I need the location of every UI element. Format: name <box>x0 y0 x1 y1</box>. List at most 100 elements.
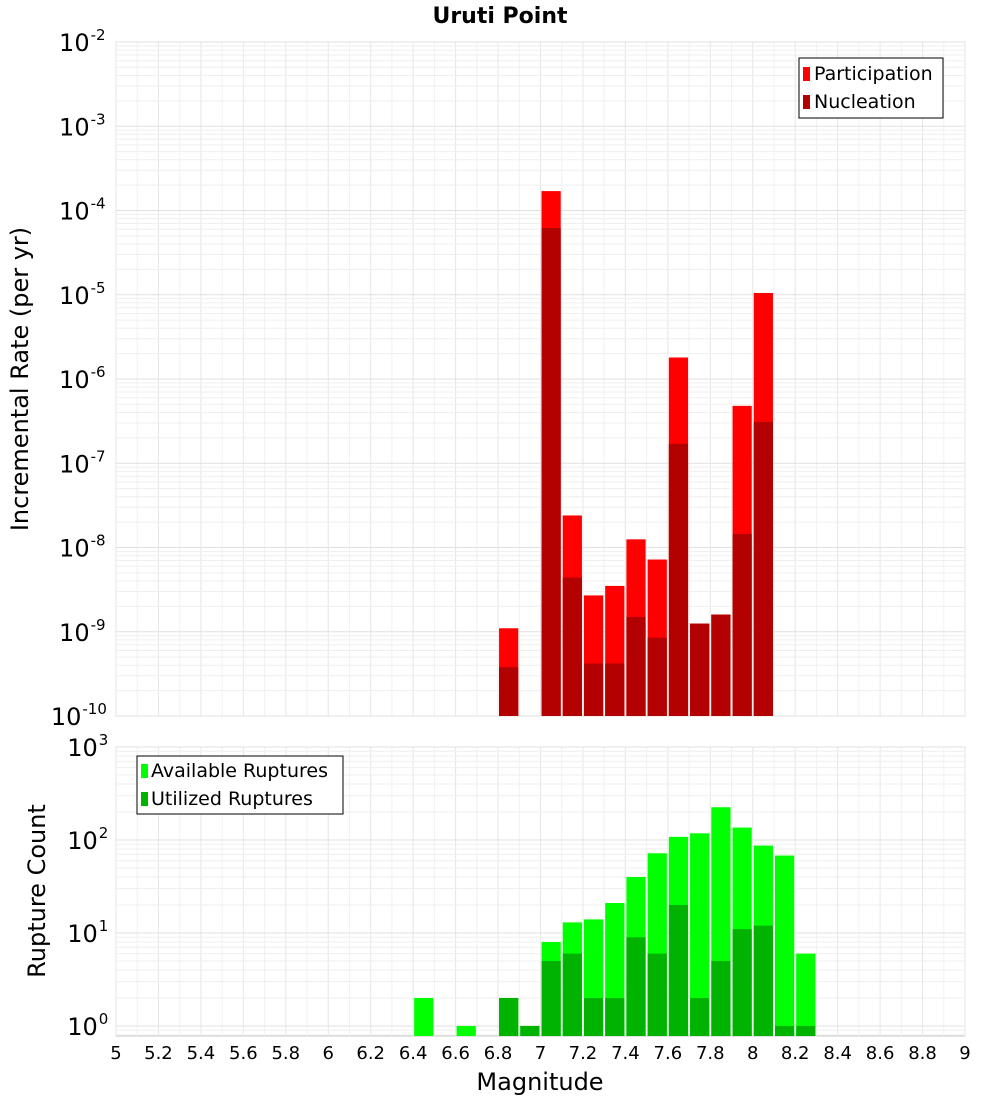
y-tick-base: 10 <box>51 703 82 731</box>
y-tick-label: 10 -9 <box>59 616 106 647</box>
bar-nucleation <box>711 614 731 716</box>
x-ticks: 5 5.2 5.4 5.6 5.8 6 6.2 6.4 6.6 6.8 7 7.2 7.4 7.6 7.8 8… <box>110 1043 970 1064</box>
bar-utilized-ruptures <box>753 925 773 1036</box>
bar-nucleation <box>605 663 625 716</box>
y-tick-exponent: 0 <box>99 1010 109 1028</box>
x-tick-label: 8.4 <box>823 1043 852 1064</box>
legend-label-available-ruptures: Available Ruptures <box>151 760 328 782</box>
legend-label-participation: Participation <box>814 63 933 85</box>
y-tick-base: 10 <box>67 734 98 762</box>
bar-utilized-ruptures <box>796 1025 816 1036</box>
y-tick-base: 10 <box>59 198 90 226</box>
y-tick-label: 10 0 <box>67 1010 108 1041</box>
y-tick-exponent: -3 <box>91 110 106 128</box>
y-tick-base: 10 <box>67 827 98 855</box>
rate-y-axis-label: Incremental Rate (per yr) <box>6 227 34 531</box>
bar-nucleation <box>668 443 689 716</box>
bar-utilized-ruptures <box>711 960 731 1036</box>
y-tick-label: 10 -5 <box>59 279 106 310</box>
x-tick-label: 5.2 <box>144 1043 173 1064</box>
y-tick-base: 10 <box>59 113 90 141</box>
bar-utilized-ruptures <box>668 904 689 1036</box>
x-tick-label: 6.8 <box>484 1043 513 1064</box>
count-grid <box>115 746 966 1036</box>
y-tick-exponent: 3 <box>99 731 109 749</box>
y-tick-label: 10 -3 <box>59 110 106 141</box>
rate-grid <box>115 41 966 717</box>
bar-utilized-ruptures <box>499 997 519 1036</box>
x-tick-label: 6 <box>323 1043 334 1064</box>
x-tick-label: 7 <box>535 1043 546 1064</box>
bar-nucleation <box>583 663 604 716</box>
rate-legend-box <box>798 57 944 119</box>
y-tick-exponent: -7 <box>91 447 106 465</box>
bar-utilized-ruptures <box>583 997 604 1036</box>
bar-utilized-ruptures <box>732 929 752 1036</box>
legend-label-nucleation: Nucleation <box>814 91 916 113</box>
x-tick-label: 5.8 <box>271 1043 300 1064</box>
bar-utilized-ruptures <box>520 1025 540 1036</box>
bar-nucleation <box>541 227 561 716</box>
x-tick-label: 6.2 <box>356 1043 385 1064</box>
y-tick-label: 10 -4 <box>59 195 106 226</box>
bar-utilized-ruptures <box>562 953 582 1036</box>
y-tick-label: 10 -2 <box>59 26 106 57</box>
bar-utilized-ruptures <box>626 937 646 1036</box>
y-tick-base: 10 <box>59 366 90 394</box>
bar-available-ruptures <box>796 953 816 1036</box>
y-tick-label: 10 1 <box>67 917 108 948</box>
y-tick-exponent: 2 <box>99 824 109 842</box>
legend-swatch-utilized-ruptures <box>141 792 148 806</box>
bar-available-ruptures <box>414 997 434 1036</box>
y-tick-label: 10 -7 <box>59 447 106 478</box>
y-tick-exponent: -9 <box>91 616 106 634</box>
bar-nucleation <box>647 637 667 716</box>
x-tick-label: 6.4 <box>399 1043 428 1064</box>
y-tick-label: 10 -10 <box>51 700 107 731</box>
legend-swatch-nucleation <box>803 95 810 109</box>
y-tick-base: 10 <box>67 920 98 948</box>
bar-available-ruptures <box>774 855 795 1036</box>
count-legend-box <box>136 755 344 815</box>
x-tick-label: 5.4 <box>187 1043 216 1064</box>
bar-available-ruptures <box>456 1025 476 1036</box>
bar-utilized-ruptures <box>541 960 561 1036</box>
bar-utilized-ruptures <box>690 997 710 1036</box>
y-tick-label: 10 2 <box>67 824 108 855</box>
y-tick-base: 10 <box>59 29 90 57</box>
bar-available-ruptures <box>690 833 710 1036</box>
y-tick-exponent: -5 <box>91 279 106 297</box>
x-tick-label: 7.6 <box>654 1043 683 1064</box>
y-tick-exponent: -4 <box>91 195 106 213</box>
bar-nucleation <box>499 667 519 716</box>
y-tick-base: 10 <box>59 450 90 478</box>
bar-nucleation <box>562 577 582 716</box>
chart-title: Uruti Point <box>432 4 568 29</box>
legend-swatch-participation <box>803 67 810 81</box>
x-tick-label: 7.4 <box>611 1043 640 1064</box>
x-tick-label: 7.8 <box>696 1043 725 1064</box>
y-tick-exponent: -2 <box>91 26 106 44</box>
bar-utilized-ruptures <box>774 1025 795 1036</box>
count-bars <box>414 807 816 1036</box>
legend-label-utilized-ruptures: Utilized Ruptures <box>151 788 313 810</box>
bar-utilized-ruptures <box>605 997 625 1036</box>
bar-utilized-ruptures <box>647 953 667 1036</box>
bar-nucleation <box>732 533 752 716</box>
bar-nucleation <box>753 421 773 716</box>
bar-nucleation <box>626 616 646 716</box>
x-tick-label: 8 <box>747 1043 758 1064</box>
x-tick-label: 9 <box>959 1043 970 1064</box>
y-tick-label: 10 3 <box>67 731 108 762</box>
y-tick-base: 10 <box>67 1013 98 1041</box>
x-axis-label: Magnitude <box>476 1068 603 1096</box>
rate-legend: Participation Nucleation <box>798 57 944 119</box>
y-tick-base: 10 <box>59 535 90 563</box>
rate-bars <box>499 191 773 717</box>
y-tick-exponent: -8 <box>91 532 106 550</box>
y-tick-base: 10 <box>59 619 90 647</box>
